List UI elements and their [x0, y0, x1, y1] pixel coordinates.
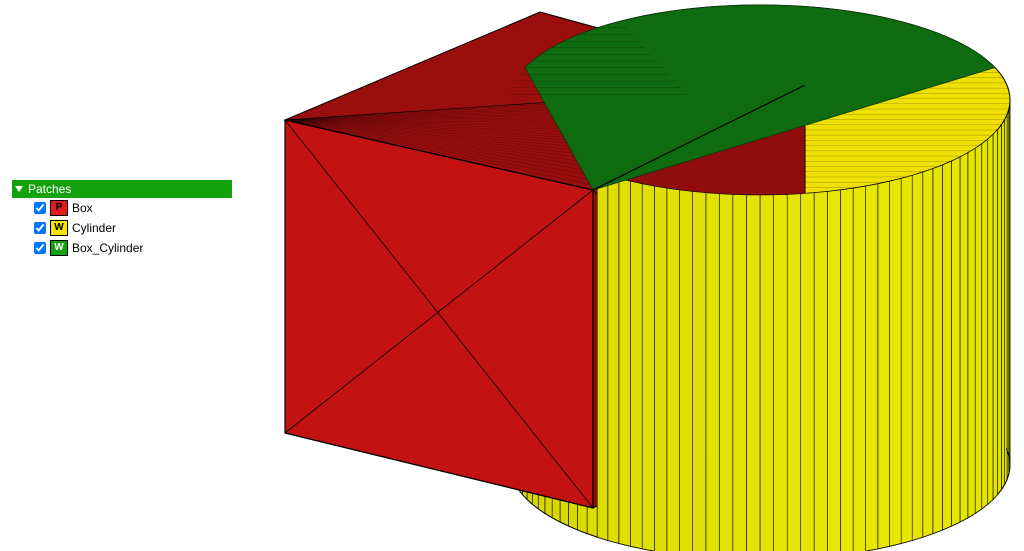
visibility-checkbox[interactable]: [34, 222, 46, 234]
visibility-checkbox[interactable]: [34, 202, 46, 214]
tree-item-box[interactable]: P Box: [12, 198, 232, 218]
scene-svg: [230, 0, 1020, 551]
tree-item-cylinder[interactable]: W Cylinder: [12, 218, 232, 238]
tree-item-label: Cylinder: [72, 221, 116, 235]
color-swatch: W: [50, 240, 68, 256]
visibility-checkbox[interactable]: [34, 242, 46, 254]
color-swatch: P: [50, 200, 68, 216]
viewport-3d[interactable]: [230, 0, 1020, 551]
tree-item-label: Box: [72, 201, 93, 215]
tree-header-patches[interactable]: Patches: [12, 180, 232, 198]
tree-header-label: Patches: [28, 182, 71, 196]
tree-item-label: Box_Cylinder: [72, 241, 143, 255]
color-swatch: W: [50, 220, 68, 236]
expand-icon: [15, 186, 23, 192]
patches-tree: Patches P Box W Cylinder W Box_Cylinder: [12, 180, 232, 258]
tree-item-box_cylinder[interactable]: W Box_Cylinder: [12, 238, 232, 258]
